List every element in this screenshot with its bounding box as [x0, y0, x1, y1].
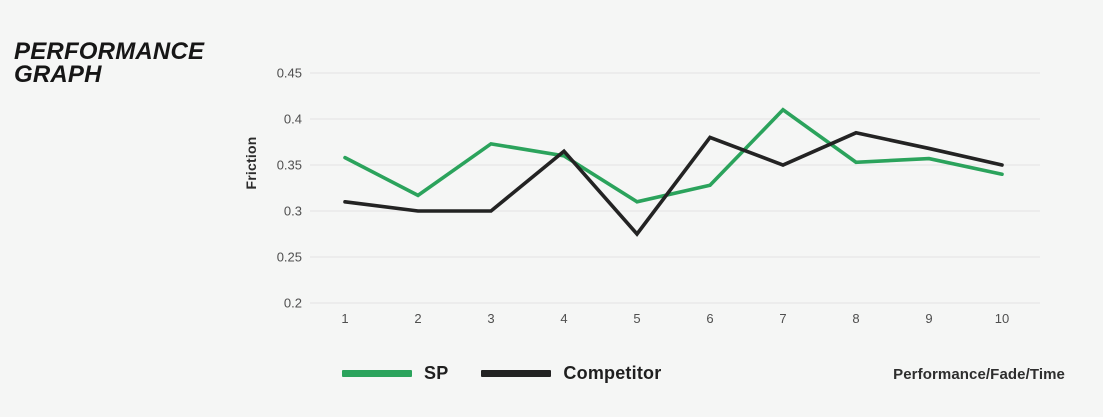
sp-line-swatch-icon: [342, 370, 412, 377]
x-tick-label: 9: [925, 311, 932, 326]
x-tick-label: 3: [487, 311, 494, 326]
y-tick-label: 0.45: [277, 66, 302, 81]
x-tick-label: 6: [706, 311, 713, 326]
y-tick-label: 0.3: [284, 204, 302, 219]
legend-item-competitor: Competitor: [481, 363, 661, 384]
y-tick-label: 0.4: [284, 112, 302, 127]
page-title: PERFORMANCE GRAPH: [14, 38, 205, 88]
legend-item-sp: SP: [342, 363, 448, 384]
x-tick-label: 7: [779, 311, 786, 326]
x-tick-label: 5: [633, 311, 640, 326]
y-tick-label: 0.25: [277, 250, 302, 265]
legend-label-competitor: Competitor: [563, 363, 662, 383]
x-tick-label: 10: [995, 311, 1009, 326]
chart-legend: SP Competitor: [342, 363, 694, 384]
x-tick-label: 8: [852, 311, 859, 326]
y-tick-label: 0.35: [277, 158, 302, 173]
x-axis-caption: Performance/Fade/Time: [893, 366, 1065, 383]
x-tick-label: 1: [341, 311, 348, 326]
series-line-competitor: [343, 130, 1004, 237]
x-tick-label: 4: [560, 311, 567, 326]
page-title-line2: GRAPH: [14, 61, 102, 88]
x-tick-label: 2: [414, 311, 421, 326]
y-tick-label: 0.2: [284, 296, 302, 311]
competitor-line-swatch-icon: [481, 370, 552, 377]
legend-label-sp: SP: [424, 363, 449, 383]
page-title-line1: PERFORMANCE: [14, 38, 205, 65]
series-line-sp: [343, 107, 1004, 204]
